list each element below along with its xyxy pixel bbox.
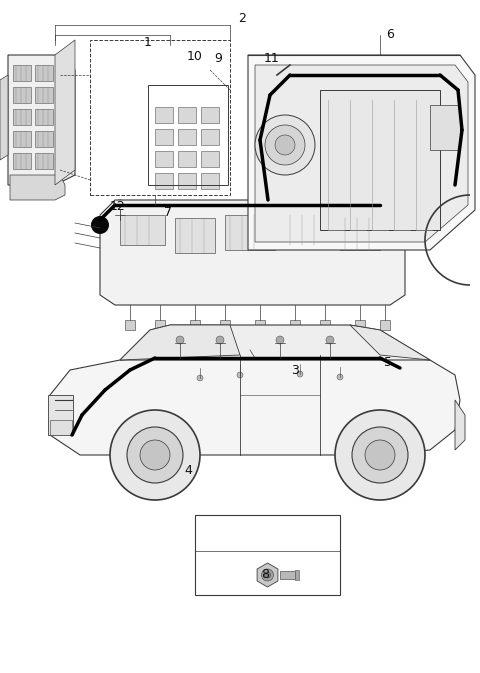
Polygon shape bbox=[455, 400, 465, 450]
Circle shape bbox=[335, 410, 425, 500]
Circle shape bbox=[275, 135, 295, 155]
Bar bbox=[320, 320, 330, 330]
Bar bbox=[35, 109, 53, 125]
Bar bbox=[320, 90, 440, 230]
Circle shape bbox=[115, 200, 125, 210]
Bar bbox=[220, 320, 230, 330]
Ellipse shape bbox=[91, 219, 105, 231]
Bar bbox=[148, 85, 228, 185]
Text: 11: 11 bbox=[264, 52, 280, 65]
Polygon shape bbox=[248, 55, 475, 250]
Bar bbox=[340, 218, 380, 250]
Circle shape bbox=[264, 572, 271, 578]
Bar bbox=[13, 109, 31, 125]
Polygon shape bbox=[255, 65, 468, 242]
Bar bbox=[35, 65, 53, 81]
Bar bbox=[285, 215, 330, 245]
Polygon shape bbox=[120, 325, 430, 360]
Bar bbox=[255, 320, 265, 330]
Bar bbox=[175, 218, 215, 253]
Polygon shape bbox=[100, 200, 405, 305]
Circle shape bbox=[91, 216, 109, 234]
Bar bbox=[50, 420, 72, 435]
Circle shape bbox=[140, 440, 170, 470]
Text: 12: 12 bbox=[110, 201, 126, 213]
Text: 7: 7 bbox=[164, 205, 172, 219]
Polygon shape bbox=[50, 355, 460, 455]
Text: 6: 6 bbox=[386, 28, 394, 42]
Bar bbox=[178, 173, 196, 189]
Bar bbox=[201, 129, 219, 145]
Bar bbox=[155, 320, 165, 330]
Circle shape bbox=[176, 336, 184, 344]
Circle shape bbox=[276, 336, 284, 344]
Text: 4: 4 bbox=[184, 464, 192, 476]
Polygon shape bbox=[10, 175, 65, 200]
Bar bbox=[48, 395, 73, 435]
Circle shape bbox=[127, 427, 183, 483]
Circle shape bbox=[286, 61, 294, 69]
Bar bbox=[190, 320, 200, 330]
Bar bbox=[90, 40, 230, 195]
Bar bbox=[178, 151, 196, 167]
Bar bbox=[290, 320, 300, 330]
Bar bbox=[225, 215, 275, 250]
Bar bbox=[13, 87, 31, 103]
Bar bbox=[430, 105, 460, 150]
Circle shape bbox=[237, 372, 243, 378]
Bar bbox=[13, 65, 31, 81]
Circle shape bbox=[197, 375, 203, 381]
Bar bbox=[125, 320, 135, 330]
Polygon shape bbox=[55, 40, 75, 185]
Bar bbox=[195, 515, 340, 595]
Circle shape bbox=[216, 336, 224, 344]
Circle shape bbox=[255, 115, 315, 175]
Bar bbox=[35, 131, 53, 147]
Bar bbox=[178, 107, 196, 123]
Bar bbox=[120, 215, 165, 245]
Bar bbox=[380, 320, 390, 330]
Bar bbox=[201, 151, 219, 167]
Circle shape bbox=[337, 374, 343, 380]
Polygon shape bbox=[8, 55, 75, 185]
Bar bbox=[155, 107, 173, 123]
Bar bbox=[155, 129, 173, 145]
Bar bbox=[295, 570, 299, 580]
Polygon shape bbox=[350, 325, 430, 360]
Text: 10: 10 bbox=[187, 50, 203, 63]
Bar bbox=[13, 153, 31, 169]
Circle shape bbox=[262, 569, 274, 581]
Text: 5: 5 bbox=[384, 357, 392, 369]
Circle shape bbox=[365, 440, 395, 470]
Bar bbox=[35, 153, 53, 169]
Text: 9: 9 bbox=[214, 52, 222, 65]
Polygon shape bbox=[0, 75, 8, 160]
Circle shape bbox=[326, 336, 334, 344]
Bar bbox=[279, 571, 295, 579]
Bar bbox=[35, 87, 53, 103]
Polygon shape bbox=[120, 325, 240, 360]
Text: 3: 3 bbox=[291, 363, 299, 376]
Bar bbox=[201, 107, 219, 123]
Circle shape bbox=[352, 427, 408, 483]
Bar bbox=[155, 151, 173, 167]
Circle shape bbox=[297, 371, 303, 377]
Circle shape bbox=[265, 125, 305, 165]
Bar bbox=[13, 131, 31, 147]
Text: 2: 2 bbox=[238, 11, 246, 24]
Bar bbox=[201, 173, 219, 189]
Bar bbox=[178, 129, 196, 145]
Bar bbox=[155, 173, 173, 189]
Circle shape bbox=[110, 410, 200, 500]
Bar bbox=[355, 320, 365, 330]
Text: 1: 1 bbox=[144, 36, 152, 48]
Polygon shape bbox=[257, 563, 278, 587]
Text: 8: 8 bbox=[261, 569, 269, 581]
